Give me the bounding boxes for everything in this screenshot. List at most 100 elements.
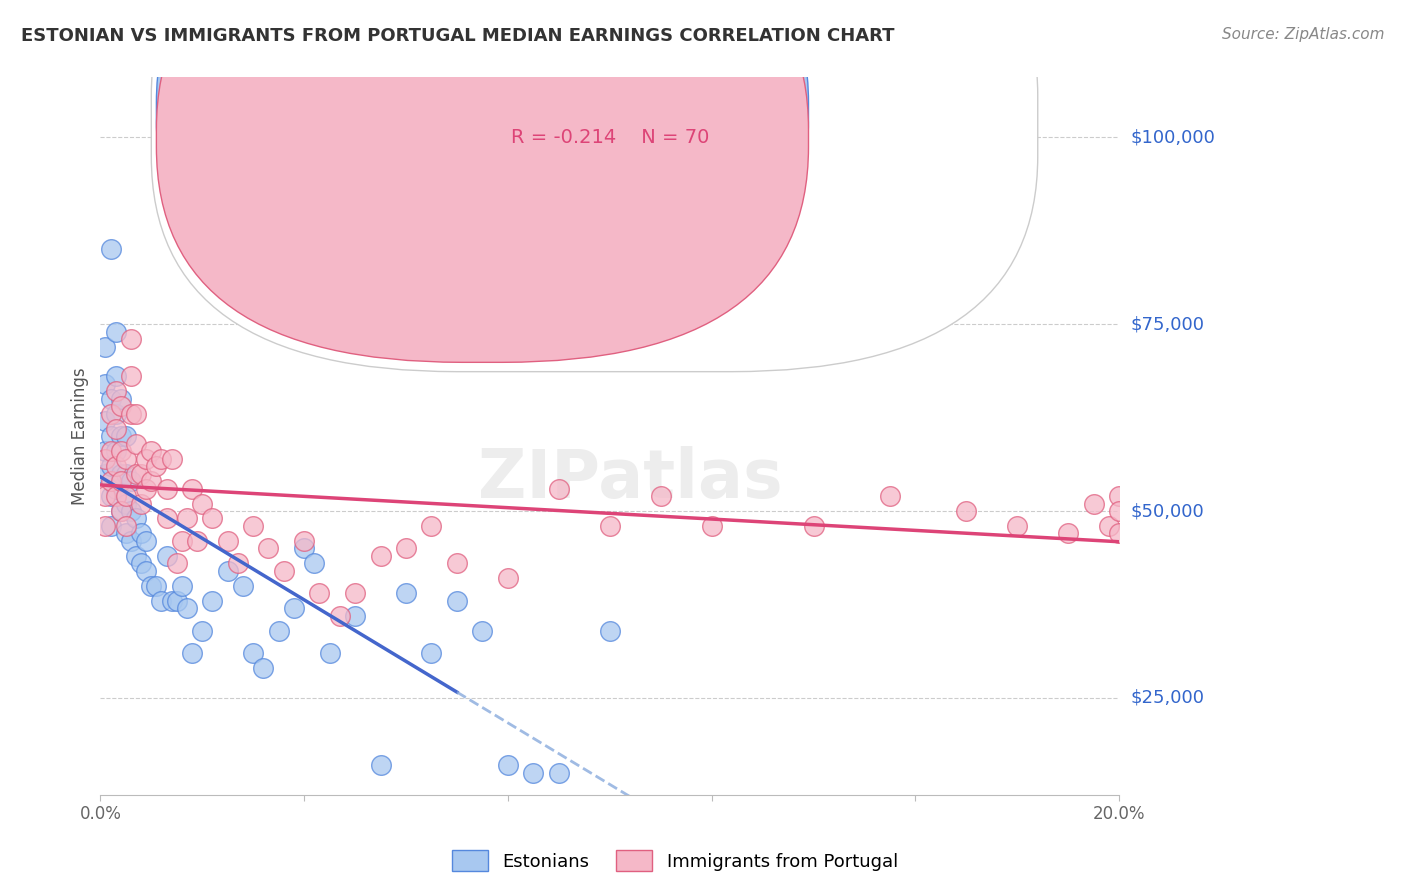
Point	[114, 489, 136, 503]
FancyBboxPatch shape	[156, 0, 808, 362]
Point	[110, 429, 132, 443]
Point	[114, 496, 136, 510]
Text: ESTONIAN VS IMMIGRANTS FROM PORTUGAL MEDIAN EARNINGS CORRELATION CHART: ESTONIAN VS IMMIGRANTS FROM PORTUGAL MED…	[21, 27, 894, 45]
Point	[100, 243, 122, 257]
Text: R = -0.154    N = 64: R = -0.154 N = 64	[510, 102, 710, 120]
Y-axis label: Median Earnings: Median Earnings	[72, 368, 89, 505]
Point	[879, 489, 901, 503]
Point	[114, 526, 136, 541]
Point	[803, 519, 825, 533]
Point	[110, 467, 132, 481]
Point	[135, 451, 157, 466]
Point	[420, 646, 443, 660]
Point	[145, 579, 167, 593]
Point	[292, 533, 315, 548]
Point	[1108, 489, 1130, 503]
Point	[650, 489, 672, 503]
Point	[100, 429, 122, 443]
Point	[308, 586, 330, 600]
Point	[344, 586, 367, 600]
Point	[201, 511, 224, 525]
Point	[420, 519, 443, 533]
Point	[1108, 526, 1130, 541]
Point	[232, 579, 254, 593]
Point	[226, 557, 249, 571]
Point	[191, 624, 214, 638]
Point	[100, 392, 122, 406]
Point	[145, 459, 167, 474]
Point	[273, 564, 295, 578]
Point	[150, 451, 173, 466]
Point	[217, 564, 239, 578]
Point	[110, 392, 132, 406]
Point	[104, 407, 127, 421]
Point	[1083, 496, 1105, 510]
Point	[496, 571, 519, 585]
Point	[114, 429, 136, 443]
Point	[110, 504, 132, 518]
Point	[135, 482, 157, 496]
Point	[120, 332, 142, 346]
Point	[100, 474, 122, 488]
Point	[94, 489, 117, 503]
Point	[370, 758, 392, 772]
Point	[1108, 504, 1130, 518]
Point	[170, 533, 193, 548]
Point	[370, 549, 392, 563]
Point	[170, 579, 193, 593]
Point	[104, 422, 127, 436]
Point	[100, 444, 122, 458]
Text: $50,000: $50,000	[1130, 502, 1204, 520]
Point	[267, 624, 290, 638]
Point	[304, 557, 326, 571]
Point	[125, 436, 148, 450]
Point	[700, 519, 723, 533]
Point	[94, 444, 117, 458]
Point	[344, 608, 367, 623]
Point	[201, 593, 224, 607]
Point	[94, 340, 117, 354]
FancyBboxPatch shape	[152, 0, 1038, 372]
Point	[94, 519, 117, 533]
Point	[329, 608, 352, 623]
Point	[155, 482, 177, 496]
Point	[1007, 519, 1029, 533]
Point	[104, 325, 127, 339]
Point	[110, 400, 132, 414]
Point	[181, 482, 204, 496]
Point	[129, 557, 152, 571]
Point	[257, 541, 280, 556]
Point	[100, 407, 122, 421]
Point	[114, 519, 136, 533]
Point	[104, 384, 127, 399]
Point	[104, 482, 127, 496]
Point	[141, 444, 163, 458]
Point	[104, 489, 127, 503]
Point	[125, 467, 148, 481]
Point	[599, 624, 621, 638]
Point	[166, 593, 188, 607]
Text: R = -0.214    N = 70: R = -0.214 N = 70	[510, 128, 710, 147]
Point	[104, 444, 127, 458]
Point	[150, 593, 173, 607]
Point	[191, 496, 214, 510]
Point	[125, 407, 148, 421]
Point	[94, 451, 117, 466]
Point	[181, 646, 204, 660]
Point	[186, 533, 208, 548]
Point	[129, 526, 152, 541]
Point	[100, 489, 122, 503]
Point	[242, 519, 264, 533]
Point	[217, 533, 239, 548]
Text: $25,000: $25,000	[1130, 689, 1205, 706]
Point	[129, 467, 152, 481]
Point	[125, 549, 148, 563]
Point	[1098, 519, 1121, 533]
Point	[547, 482, 569, 496]
Point	[522, 765, 544, 780]
Text: $75,000: $75,000	[1130, 315, 1205, 333]
Point	[176, 511, 198, 525]
Legend: Estonians, Immigrants from Portugal: Estonians, Immigrants from Portugal	[444, 843, 905, 879]
Point	[125, 511, 148, 525]
Point	[135, 533, 157, 548]
